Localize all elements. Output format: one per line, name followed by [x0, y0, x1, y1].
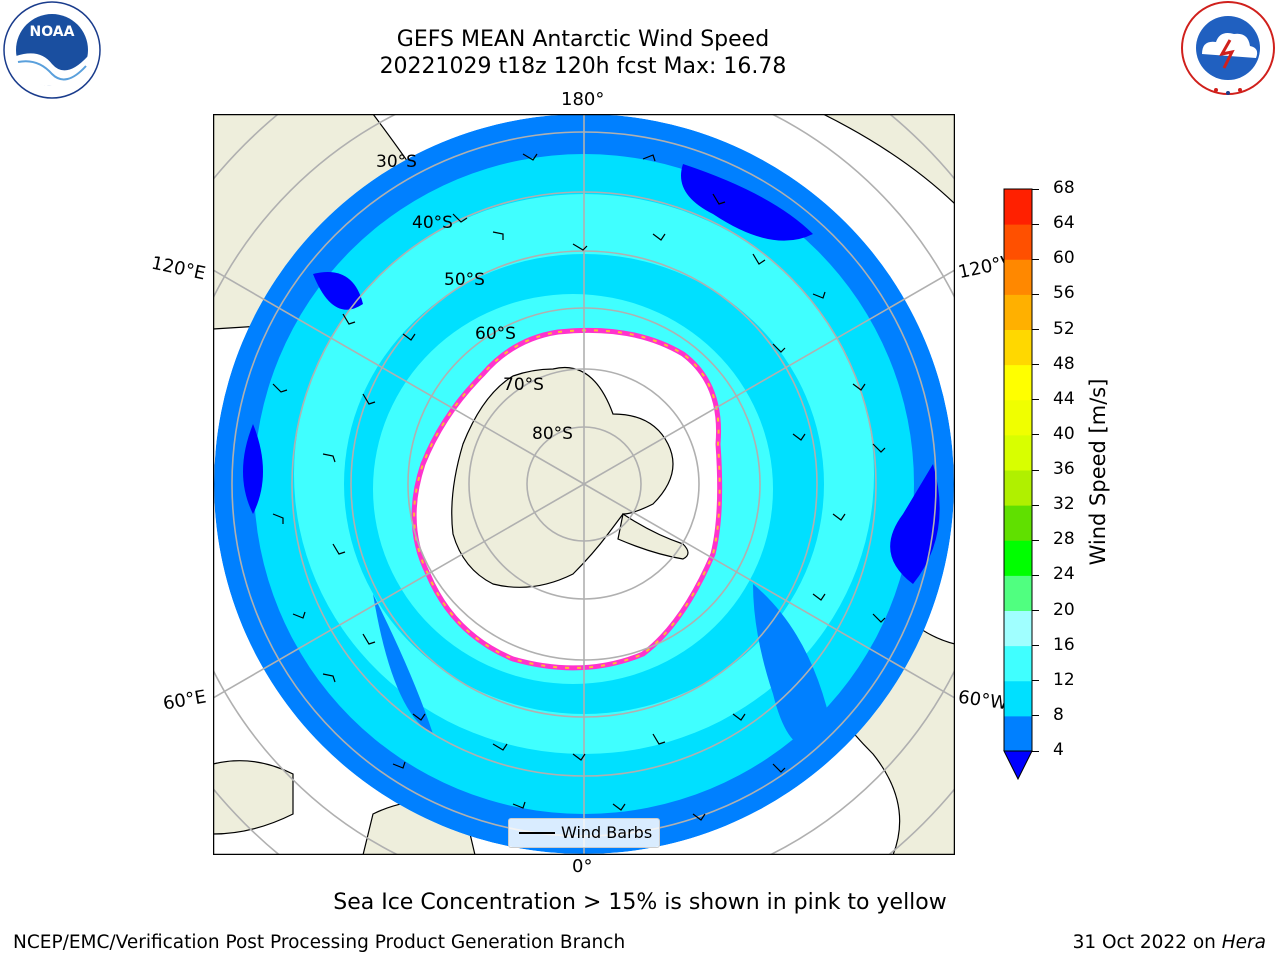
colorbar-tick-label: 56	[1053, 283, 1075, 304]
colorbar-under-arrow	[1003, 750, 1033, 781]
colorbar-tick-mark	[1032, 504, 1039, 506]
colorbar-tick-label: 44	[1053, 388, 1075, 409]
colorbar-segment	[1004, 575, 1032, 611]
colorbar-segment	[1004, 505, 1032, 541]
noaa-logo-icon: NOAA	[0, 0, 104, 100]
colorbar-segment	[1004, 715, 1032, 752]
colorbar-tick-label: 36	[1053, 459, 1075, 479]
national-weather-service-logo-icon	[1176, 0, 1280, 100]
lon-label-180: 180°	[561, 89, 605, 110]
colorbar-tick-label: 12	[1053, 669, 1075, 690]
colorbar-tick-mark	[1032, 469, 1039, 471]
colorbar-tick-mark	[1032, 329, 1039, 330]
colorbar-tick-label: 24	[1053, 564, 1075, 585]
colorbar-tick-mark	[1032, 645, 1039, 647]
polar-map	[103, 3, 1065, 960]
colorbar-segment	[1004, 294, 1032, 330]
lon-label-120e: 120°E	[149, 252, 208, 285]
colorbar-tick-mark	[1032, 364, 1039, 366]
credit-system: Hera	[1221, 932, 1266, 953]
colorbar-tick-mark	[1032, 258, 1039, 260]
colorbar-tick-mark	[1032, 399, 1039, 401]
colorbar-tick-mark	[1032, 574, 1039, 576]
chart-subtitle: 20221029 t18z 120h fcst Max: 16.78	[379, 54, 787, 79]
lat-label-30s: 30°S	[376, 152, 417, 172]
colorbar-segment	[1004, 610, 1032, 647]
colorbar-segment	[1004, 680, 1032, 717]
lat-label-60s: 60°S	[475, 324, 516, 344]
credit-date: 31 Oct 2022 on Hera	[1073, 932, 1266, 953]
colorbar-tick-label: 16	[1053, 634, 1075, 655]
colorbar-segment	[1004, 540, 1032, 576]
colorbar-segment	[1004, 434, 1032, 471]
colorbar-tick-mark	[1032, 750, 1039, 752]
colorbar-tick-mark	[1032, 610, 1039, 611]
colorbar-tick-label: 52	[1053, 318, 1075, 339]
colorbar-segment	[1004, 224, 1032, 260]
colorbar-tick-mark	[1032, 188, 1039, 190]
colorbar-segment	[1004, 645, 1032, 682]
sea-ice-note: Sea Ice Concentration > 15% is shown in …	[333, 890, 947, 915]
colorbar-tick-label: 68	[1053, 178, 1075, 198]
colorbar-tick-label: 60	[1053, 248, 1075, 269]
chart-title: GEFS MEAN Antarctic Wind Speed	[396, 27, 770, 52]
colorbar-label: Wind Speed [m/s]	[1086, 378, 1110, 566]
credit-branch: NCEP/EMC/Verification Post Processing Pr…	[13, 932, 626, 953]
lon-label-60e: 60°E	[161, 686, 208, 715]
lat-label-70s: 70°S	[503, 375, 544, 395]
colorbar-segment	[1004, 329, 1032, 366]
colorbar-tick-label: 64	[1053, 213, 1075, 234]
colorbar-tick-label: 8	[1053, 704, 1064, 725]
colorbar-segment	[1004, 364, 1032, 401]
colorbar-tick-mark	[1032, 293, 1039, 295]
colorbar-tick-label: 40	[1053, 423, 1075, 444]
colorbar-segment	[1004, 189, 1032, 225]
wind-barb-legend-line	[519, 832, 555, 834]
wind-barb-legend-label: Wind Barbs	[561, 823, 653, 842]
wind-barbs	[272, 153, 886, 821]
colorbar-tick-label: 32	[1053, 494, 1075, 515]
colorbar-tick-mark	[1032, 434, 1039, 436]
colorbar-tick-label: 48	[1053, 353, 1075, 374]
colorbar-tick-mark	[1032, 223, 1039, 225]
colorbar-segment	[1004, 399, 1032, 436]
colorbar-tick-label: 4	[1053, 740, 1064, 760]
lon-label-0: 0°	[572, 856, 593, 877]
map-legend: Wind Barbs	[508, 818, 660, 848]
credit-date-text: 31 Oct 2022 on	[1072, 932, 1222, 953]
colorbar-tick-mark	[1032, 715, 1039, 717]
antarctica-land	[451, 367, 689, 588]
colorbar	[1000, 185, 1040, 785]
colorbar-segment	[1004, 470, 1032, 506]
colorbar-tick-mark	[1032, 539, 1039, 541]
colorbar-tick-mark	[1032, 680, 1039, 682]
lat-label-80s: 80°S	[532, 424, 573, 444]
colorbar-segment	[1004, 259, 1032, 295]
colorbar-scale	[1003, 188, 1033, 781]
colorbar-tick-label: 20	[1053, 599, 1075, 620]
lat-label-40s: 40°S	[412, 213, 453, 233]
lat-label-50s: 50°S	[444, 270, 485, 290]
colorbar-tick-label: 28	[1053, 529, 1075, 550]
svg-text:NOAA: NOAA	[30, 24, 75, 40]
